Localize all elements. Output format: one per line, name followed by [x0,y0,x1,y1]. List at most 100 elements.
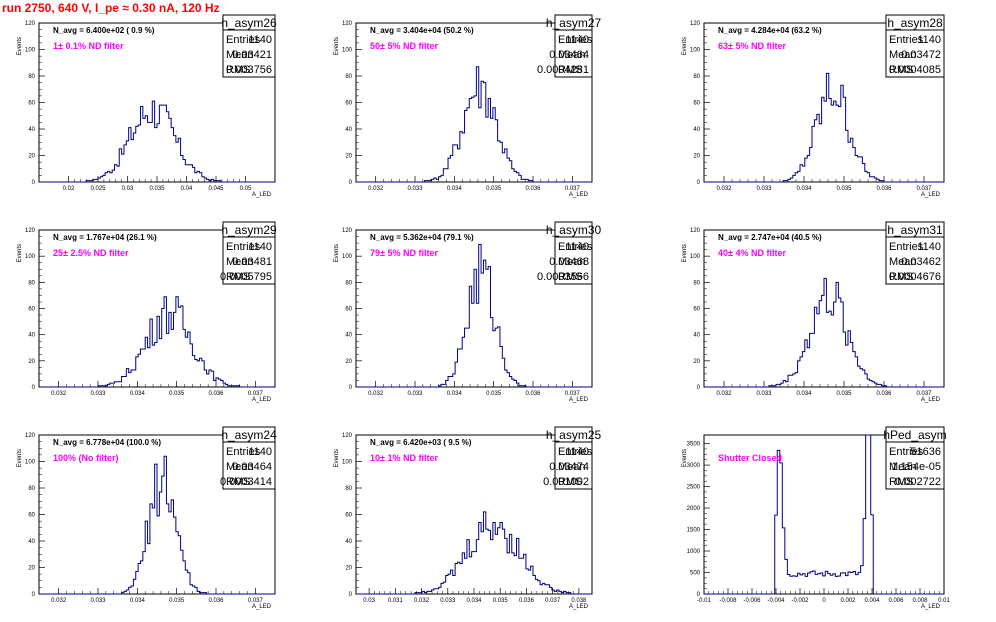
stats-value: 0.03481 [232,256,272,268]
y-tick-label: 120 [342,21,353,27]
stats-title: hPed_asym [883,428,946,442]
histogram-panel: 0 20 40 60 80 100 120 0.02 0.025 0.03 0.035 0.04 0.0… [17,14,277,198]
stats-value: 1140 [565,34,589,46]
stats-value: 1140 [565,241,589,253]
x-tick-label: 0.034 [796,186,812,192]
y-tick-label: 20 [28,566,35,572]
x-tick-label: 0.037 [565,186,581,192]
stats-key: RMS [889,64,913,76]
x-tick-label: 0.035 [486,186,502,192]
stats-title: h_asym24 [221,428,277,442]
stats-key: Entries [889,34,924,46]
y-tick-label: 100 [690,48,701,54]
x-tick-label: 0.03 [363,598,375,604]
x-tick-label: 0.036 [519,598,535,604]
filter-label: 40± 4% ND filter [718,248,786,258]
stats-value: 0.03472 [901,49,941,61]
stats-key: Entries [558,446,593,458]
x-tick-label: 0.035 [169,598,185,604]
x-tick-label: 0.034 [130,598,146,604]
stats-value: 0.03474 [549,461,589,473]
x-tick-label: 0.025 [90,186,106,192]
y-tick-label: 40 [28,127,35,133]
run-title: run 2750, 640 V, I_pe ≈ 0.30 nA, 120 Hz [2,1,220,15]
y-tick-label: 120 [25,228,36,234]
x-tick-label: 0.034 [447,391,463,397]
y-tick-label: 80 [28,280,35,286]
stats-value: 0.03464 [549,49,589,61]
stats-key: Entries [226,34,261,46]
y-tick-label: 3500 [687,442,701,448]
y-tick-label: 0 [697,385,701,391]
stats-key: Mean [889,49,917,61]
stats-box [222,426,276,490]
stats-box [885,14,945,78]
y-axis-label: Events [334,244,340,262]
x-tick-label: 0.01 [938,598,950,604]
x-tick-label: 0.032 [716,391,732,397]
y-tick-label: 120 [690,21,701,27]
x-tick-label: 0.036 [525,391,541,397]
x-tick-label: 0 [822,598,826,604]
stats-value: 1.154e-05 [891,461,941,473]
stats-title: h_asym27 [546,16,602,30]
x-tick-label: 0.004 [864,598,880,604]
stats-value: 0.0003566 [537,271,589,283]
stats-key: RMS [558,64,582,76]
y-tick-label: 0 [349,592,353,598]
stats-box [554,426,593,490]
x-tick-label: -0.01 [697,598,711,604]
x-tick-label: 0.038 [571,598,587,604]
x-tick-label: 0.006 [888,598,904,604]
navg-label: N_avg = 2.747e+04 (40.5 %) [718,233,822,242]
y-tick-label: 80 [28,74,35,80]
x-tick-label: 0.033 [407,186,423,192]
y-tick-label: 0 [697,592,701,598]
stats-box [222,14,276,78]
x-tick-label: 0.032 [716,186,732,192]
filter-label: 1± 0.1% ND filter [53,41,124,51]
x-tick-label: 0.036 [525,186,541,192]
stats-title: h_asym25 [546,428,602,442]
y-tick-label: 60 [28,513,35,519]
y-tick-label: 3000 [687,463,701,469]
navg-label: N_avg = 3.404e+04 (50.2 %) [370,26,474,35]
y-tick-label: 20 [345,566,352,572]
x-tick-label: 0.037 [545,598,561,604]
y-tick-label: 1500 [687,528,701,534]
y-tick-label: 0 [349,180,353,186]
stats-value: 1140 [565,446,589,458]
stats-key: RMS [889,271,913,283]
navg-label: N_avg = 5.362e+04 (79.1 %) [370,233,474,242]
y-axis-label: Events [17,37,23,55]
x-tick-label: 0.035 [836,186,852,192]
x-tick-label: 0.033 [90,598,106,604]
x-tick-label: 0.037 [565,391,581,397]
y-tick-label: 0 [349,385,353,391]
x-tick-label: 0.032 [51,391,67,397]
stats-key: Mean [226,256,254,268]
x-axis-label: A_LED [921,192,941,198]
y-tick-label: 120 [342,228,353,234]
y-tick-label: 80 [345,74,352,80]
y-tick-label: 100 [342,48,353,54]
stats-key: Mean [226,461,254,473]
stats-value: 0.0005795 [220,271,272,283]
stats-value: 0.0003414 [220,476,272,488]
y-tick-label: 100 [25,460,36,466]
stats-key: RMS [558,271,582,283]
stats-title: h_asym28 [887,16,943,30]
stats-key: RMS [558,476,582,488]
x-tick-label: 0.034 [130,391,146,397]
y-tick-label: 120 [690,228,701,234]
x-tick-label: 0.034 [466,598,482,604]
y-axis-label: Events [17,244,23,262]
x-tick-label: 0.031 [388,598,404,604]
x-axis-label: A_LED [252,397,272,403]
x-axis-label: A_LED [921,604,941,610]
y-tick-label: 120 [25,433,36,439]
stats-key: RMS [226,64,250,76]
stats-value: 0.003756 [226,64,272,76]
x-tick-label: 0.035 [836,391,852,397]
